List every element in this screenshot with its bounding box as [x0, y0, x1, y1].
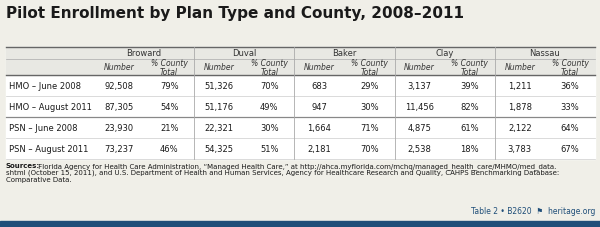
Text: 30%: 30% [260, 123, 278, 132]
Text: Florida Agency for Health Care Administration, “Managed Health Care,” at http://: Florida Agency for Health Care Administr… [36, 162, 556, 169]
Text: Baker: Baker [332, 49, 356, 58]
Text: 79%: 79% [160, 82, 178, 91]
Text: 61%: 61% [460, 123, 479, 132]
Text: 4,875: 4,875 [408, 123, 431, 132]
Text: Comparative Data.: Comparative Data. [6, 176, 71, 182]
Text: HMO – June 2008: HMO – June 2008 [9, 82, 81, 91]
Text: PSN – August 2011: PSN – August 2011 [9, 144, 88, 153]
Text: 36%: 36% [560, 82, 580, 91]
Text: % County
Total: % County Total [551, 58, 589, 77]
Text: 30%: 30% [360, 103, 379, 111]
Bar [6, 48, 595, 159]
Text: % County
Total: % County Total [451, 58, 488, 77]
Text: Table 2 • B2620  ⚑  heritage.org: Table 2 • B2620 ⚑ heritage.org [470, 206, 595, 215]
Text: 3,783: 3,783 [508, 144, 532, 153]
Text: Number: Number [304, 63, 335, 72]
Text: Number: Number [505, 63, 535, 72]
Text: 29%: 29% [360, 82, 379, 91]
Text: 51,176: 51,176 [205, 103, 234, 111]
Text: 51,326: 51,326 [205, 82, 234, 91]
Text: 2,122: 2,122 [508, 123, 532, 132]
Text: 82%: 82% [460, 103, 479, 111]
Text: 21%: 21% [160, 123, 178, 132]
Text: 11,456: 11,456 [405, 103, 434, 111]
Text: HMO – August 2011: HMO – August 2011 [9, 103, 92, 111]
Text: Broward: Broward [127, 49, 161, 58]
Text: 18%: 18% [460, 144, 479, 153]
Text: 2,538: 2,538 [408, 144, 431, 153]
Text: 70%: 70% [260, 82, 278, 91]
Bar [6, 48, 595, 76]
Text: Duval: Duval [232, 49, 256, 58]
Text: 64%: 64% [560, 123, 579, 132]
Text: % County
Total: % County Total [251, 58, 288, 77]
Text: 23,930: 23,930 [104, 123, 134, 132]
Text: Clay: Clay [436, 49, 454, 58]
Text: Number: Number [404, 63, 435, 72]
Text: Pilot Enrollment by Plan Type and County, 2008–2011: Pilot Enrollment by Plan Type and County… [6, 6, 464, 21]
Text: 67%: 67% [560, 144, 580, 153]
Text: 22,321: 22,321 [205, 123, 234, 132]
Text: 54,325: 54,325 [205, 144, 234, 153]
Text: 1,878: 1,878 [508, 103, 532, 111]
Text: shtml (October 15, 2011), and U.S. Department of Health and Human Services, Agen: shtml (October 15, 2011), and U.S. Depar… [6, 169, 559, 176]
Text: Number: Number [104, 63, 134, 72]
Text: 46%: 46% [160, 144, 178, 153]
Text: 2,181: 2,181 [308, 144, 331, 153]
Text: 39%: 39% [460, 82, 479, 91]
Text: 1,664: 1,664 [308, 123, 331, 132]
Text: 71%: 71% [360, 123, 379, 132]
Text: Number: Number [204, 63, 235, 72]
Text: 54%: 54% [160, 103, 178, 111]
Text: 1,211: 1,211 [508, 82, 532, 91]
Text: 87,305: 87,305 [104, 103, 134, 111]
Text: 70%: 70% [360, 144, 379, 153]
Text: 683: 683 [311, 82, 328, 91]
Bar [0, 221, 600, 227]
Text: Sources:: Sources: [6, 162, 40, 168]
Text: 51%: 51% [260, 144, 278, 153]
Text: % County
Total: % County Total [151, 58, 188, 77]
Text: 49%: 49% [260, 103, 278, 111]
Text: 92,508: 92,508 [104, 82, 134, 91]
Text: 73,237: 73,237 [104, 144, 134, 153]
Text: % County
Total: % County Total [351, 58, 388, 77]
Text: Nassau: Nassau [530, 49, 560, 58]
Text: 33%: 33% [560, 103, 580, 111]
Text: PSN – June 2008: PSN – June 2008 [9, 123, 77, 132]
Text: 3,137: 3,137 [407, 82, 431, 91]
Text: 947: 947 [311, 103, 328, 111]
